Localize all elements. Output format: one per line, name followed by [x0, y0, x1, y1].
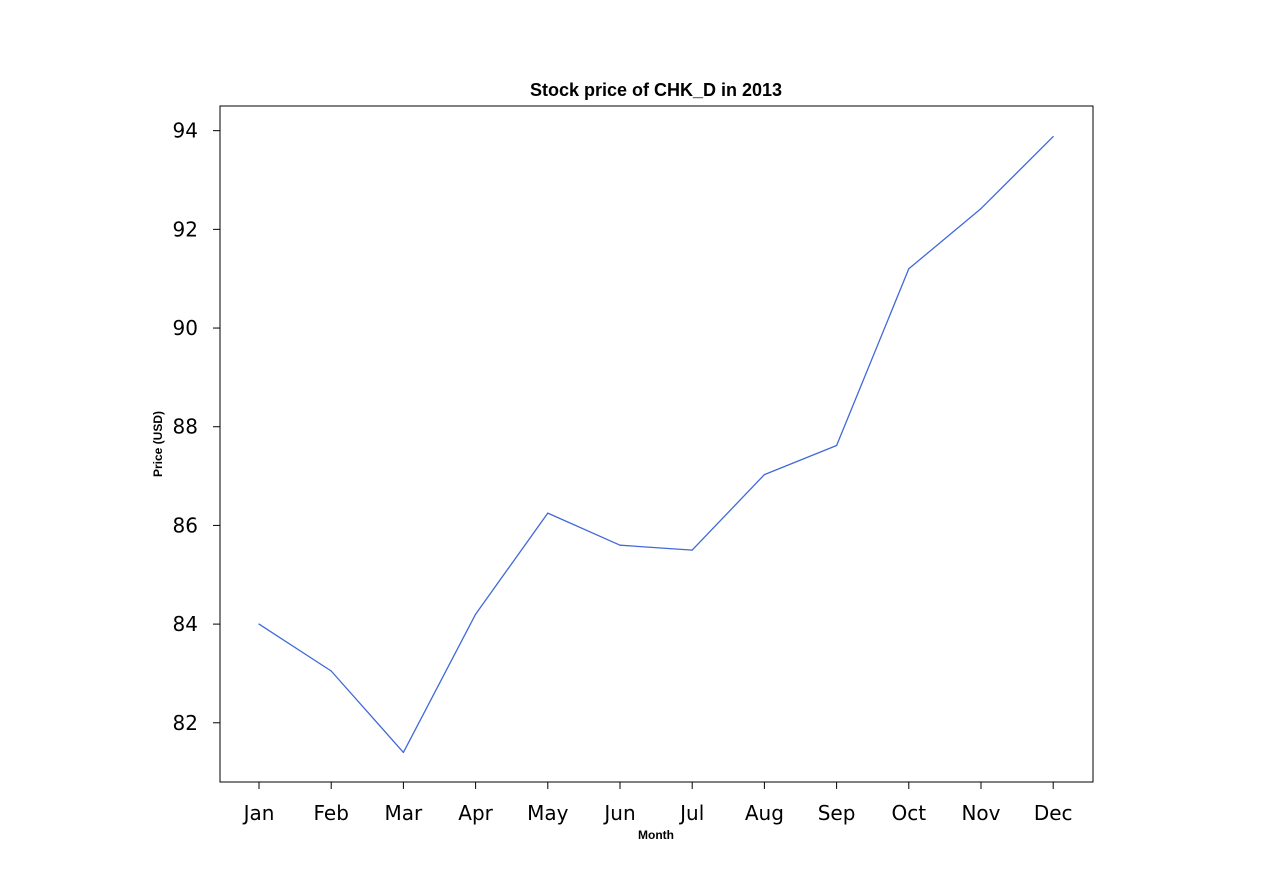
- x-tick-label: Aug: [745, 801, 784, 825]
- data-point: [763, 473, 766, 476]
- x-tick-label: Oct: [892, 801, 927, 825]
- y-tick-label: 86: [173, 513, 198, 537]
- y-tick-label: 84: [173, 612, 198, 636]
- y-axis-label: Price (USD): [151, 411, 165, 477]
- data-point: [619, 544, 621, 546]
- data-point: [258, 623, 260, 625]
- data-point: [836, 444, 838, 447]
- x-tick-label: Jul: [678, 801, 704, 825]
- y-axis: 82 84 86 88 90 92 94: [173, 119, 220, 735]
- x-tick-label: Dec: [1034, 801, 1073, 825]
- x-tick-label: Jan: [242, 801, 275, 825]
- chart-title: Stock price of CHK_D in 2013: [530, 80, 782, 100]
- x-axis-label: Month: [638, 828, 674, 842]
- y-tick-label: 82: [173, 711, 198, 735]
- data-point: [1052, 135, 1054, 138]
- data-point: [475, 613, 477, 615]
- x-tick-label: Sep: [818, 801, 856, 825]
- data-point: [330, 670, 332, 672]
- plot-area: [219, 105, 1094, 783]
- y-tick-label: 92: [173, 217, 198, 241]
- data-point: [547, 512, 549, 514]
- y-tick-label: 90: [173, 316, 198, 340]
- data-point: [402, 751, 404, 753]
- x-tick-label: Jun: [602, 801, 635, 825]
- data-point: [691, 549, 693, 551]
- x-tick-label: Apr: [458, 801, 493, 825]
- x-tick-label: Nov: [961, 801, 1000, 825]
- series-line: [258, 136, 1054, 754]
- x-tick-label: May: [527, 801, 569, 825]
- x-tick-label: Mar: [385, 801, 424, 825]
- y-tick-label: 94: [173, 119, 198, 143]
- data-point: [980, 208, 982, 210]
- x-tick-label: Feb: [313, 801, 348, 825]
- data-point: [908, 268, 910, 270]
- series-layer: [258, 135, 1054, 754]
- y-tick-label: 88: [173, 415, 198, 439]
- x-axis: Jan Feb Mar Apr May Jun Jul Aug Sep Oct Nov Dec: [242, 782, 1073, 825]
